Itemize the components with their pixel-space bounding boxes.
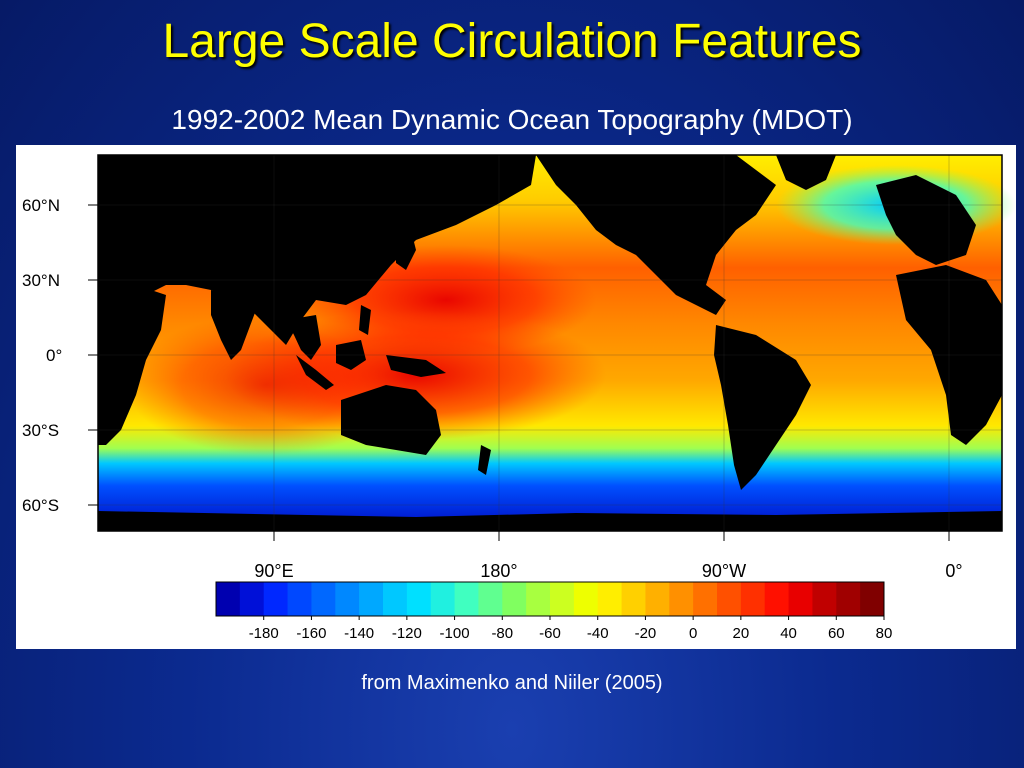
greenland <box>776 155 836 190</box>
lat-tick-label: 30°S <box>22 421 59 440</box>
colorbar-swatch <box>740 582 766 616</box>
colorbar-swatch <box>693 582 718 616</box>
lat-tick-label: 0° <box>46 346 62 365</box>
europe <box>876 175 976 265</box>
philippines <box>359 305 371 335</box>
lon-axis: 90°E 180° 90°W 0° <box>254 531 963 581</box>
colorbar-tick-label: 20 <box>733 625 750 642</box>
japan <box>396 230 416 270</box>
antarctica <box>98 511 1002 531</box>
colorbar-labels: -180 -160 -140 -120 -100 -80 -60 -40 -20 0 20 40 60 8… <box>249 616 893 642</box>
colorbar-swatch <box>216 582 241 616</box>
mdot-map-svg: 60°N 30°N 0° 30°S 60°S 90°E 180° 90°W 0°… <box>22 154 1016 642</box>
new-guinea <box>386 355 446 377</box>
lon-tick-label: 0° <box>945 561 962 581</box>
colorbar-tick-label: -60 <box>539 625 561 642</box>
colorbar-tick-label: -80 <box>491 625 513 642</box>
colorbar-swatch <box>860 582 885 616</box>
australia <box>341 385 441 455</box>
colorbar-tick-label: -160 <box>296 625 326 642</box>
colorbar-tick-label: -140 <box>344 625 374 642</box>
colorbar-swatch <box>597 582 623 616</box>
new-zealand <box>478 445 491 475</box>
eurasia <box>98 155 536 345</box>
lon-tick-label: 90°E <box>254 561 293 581</box>
north-america <box>536 155 776 315</box>
colorbar-swatch <box>788 582 813 616</box>
colorbar-tick-label: -20 <box>635 625 657 642</box>
colorbar-swatch <box>430 582 456 616</box>
colorbar-tick-label: -100 <box>440 625 470 642</box>
colorbar-swatch <box>335 582 360 616</box>
graticule <box>98 155 1002 531</box>
india <box>211 290 256 360</box>
colorbar-tick-label: 80 <box>876 625 893 642</box>
lat-tick-label: 30°N <box>22 271 60 290</box>
colorbar-swatch <box>717 582 742 616</box>
lon-tick-label: 180° <box>480 561 517 581</box>
africa-east <box>98 275 166 445</box>
sumatra <box>296 355 334 390</box>
lat-tick-label: 60°N <box>22 196 60 215</box>
colorbar-swatch <box>836 582 861 616</box>
colorbar-swatch <box>383 582 408 616</box>
colorbar-tick-label: 0 <box>689 625 697 642</box>
colorbar-swatch <box>287 582 312 616</box>
figure-subtitle: 1992-2002 Mean Dynamic Ocean Topography … <box>171 104 853 135</box>
colorbar-swatch <box>454 582 479 616</box>
colorbar <box>215 581 885 617</box>
colorbar-swatch <box>764 582 790 616</box>
lat-tick-label: 60°S <box>22 496 59 515</box>
colorbar-swatch <box>645 582 670 616</box>
colorbar-swatch <box>550 582 575 616</box>
colorbar-swatch <box>669 582 694 616</box>
south-america <box>714 325 811 490</box>
colorbar-swatch <box>621 582 646 616</box>
map-frame <box>97 154 1003 532</box>
colorbar-swatch <box>359 582 384 616</box>
figure-credit: from Maximenko and Niiler (2005) <box>361 672 663 694</box>
slide-title: Large Scale Circulation Features <box>162 15 862 68</box>
lon-tick-label: 90°W <box>702 561 746 581</box>
colorbar-swatch <box>478 582 503 616</box>
colorbar-swatch <box>239 582 265 616</box>
lat-axis: 60°N 30°N 0° 30°S 60°S <box>22 196 98 515</box>
colorbar-tick-label: 60 <box>828 625 845 642</box>
colorbar-tick-label: -180 <box>249 625 279 642</box>
colorbar-tick-label: 40 <box>780 625 797 642</box>
colorbar-swatch <box>526 582 551 616</box>
colorbar-swatch <box>812 582 837 616</box>
mdot-figure: 60°N 30°N 0° 30°S 60°S 90°E 180° 90°W 0°… <box>16 145 1016 649</box>
colorbar-tick-label: -120 <box>392 625 422 642</box>
colorbar-swatch <box>502 582 527 616</box>
colorbar-swatch <box>406 582 432 616</box>
colorbar-tick-label: -40 <box>587 625 609 642</box>
southeast-asia <box>286 315 321 360</box>
colorbar-swatch <box>263 582 289 616</box>
colorbar-swatch <box>573 582 599 616</box>
colorbar-swatch <box>311 582 336 616</box>
